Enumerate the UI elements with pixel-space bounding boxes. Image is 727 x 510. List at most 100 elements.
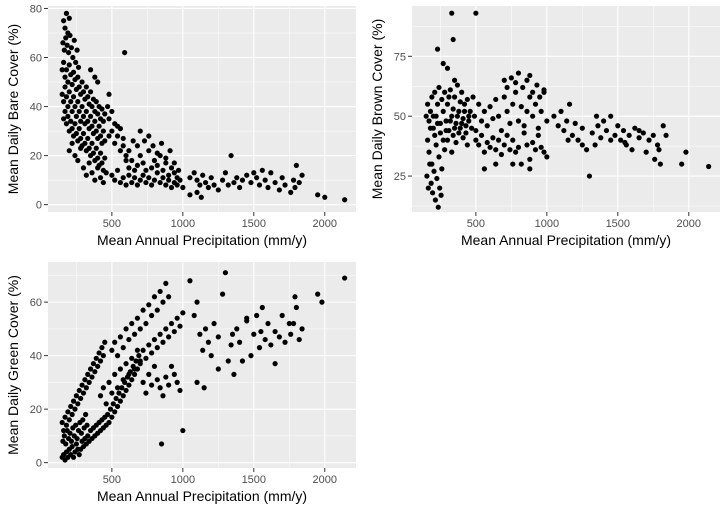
y-tick-label: 50: [394, 111, 406, 123]
scatter-point: [248, 353, 254, 359]
scatter-point: [459, 89, 465, 95]
scatter-point: [70, 454, 77, 460]
scatter-point: [262, 177, 268, 183]
scatter-point: [293, 304, 299, 311]
scatter-point: [65, 103, 71, 110]
scatter-point: [80, 113, 87, 119]
scatter-point: [435, 204, 441, 210]
scatter-point: [541, 87, 547, 93]
scatter-point: [123, 326, 129, 332]
scatter-point: [521, 123, 527, 129]
scatter-point: [59, 91, 65, 97]
scatter-point: [89, 140, 95, 146]
scatter-point: [154, 162, 160, 169]
scatter-point: [160, 299, 166, 305]
scatter-point: [426, 149, 432, 155]
scatter-point: [501, 94, 507, 100]
scatter-point: [194, 299, 200, 305]
scatter-point: [527, 94, 533, 100]
scatter-point: [166, 177, 172, 183]
y-tick-label: 80: [30, 3, 42, 15]
scatter-point: [80, 130, 87, 137]
scatter-point: [75, 99, 81, 105]
scatter-point: [163, 374, 169, 380]
scatter-point: [82, 377, 88, 383]
scatter-point: [70, 94, 77, 100]
axis-ticks: 500 1000 1500 2000 0 20 40 60 80: [30, 3, 337, 230]
scatter-point: [107, 406, 114, 412]
scatter-point: [444, 137, 451, 143]
scatter-point: [470, 94, 476, 100]
scatter-point: [510, 101, 516, 107]
scatter-point: [143, 179, 149, 186]
scatter-point: [126, 172, 132, 178]
scatter-point: [265, 320, 271, 327]
scatter-point: [120, 143, 126, 149]
scatter-point: [561, 127, 567, 134]
scatter-point: [92, 369, 98, 375]
scatter-point: [158, 441, 165, 447]
scatter-point: [78, 395, 84, 402]
scatter-point: [129, 157, 135, 164]
scatter-point: [524, 77, 530, 83]
scatter-point: [629, 147, 635, 153]
scatter-point: [140, 160, 146, 166]
scatter-point: [106, 133, 112, 139]
scatter-point: [510, 161, 516, 167]
scatter-point: [100, 385, 106, 391]
scatter-point: [120, 135, 126, 142]
scatter-point: [79, 103, 85, 110]
scatter-point: [85, 94, 91, 100]
scatter-point: [603, 127, 610, 134]
scatter-point: [464, 142, 470, 148]
scatter-point: [663, 132, 669, 138]
scatter-point: [292, 294, 298, 300]
y-tick-label: 0: [36, 458, 42, 470]
x-tick-label: 1000: [171, 474, 195, 486]
x-tick-label: 1500: [606, 218, 630, 230]
x-tick-label: 500: [103, 474, 121, 486]
scatter-point: [109, 172, 115, 178]
scatter-point: [231, 179, 237, 186]
scatter-point: [612, 132, 618, 138]
scatter-point: [78, 145, 84, 151]
scatter-point: [114, 133, 121, 139]
scatter-point: [168, 184, 175, 191]
data-points: [59, 10, 348, 203]
scatter-point: [154, 150, 160, 156]
scatter-point: [544, 118, 550, 124]
scatter-point: [527, 156, 533, 162]
scatter-point: [282, 182, 288, 188]
scatter-point: [70, 54, 76, 61]
scatter-point: [433, 113, 439, 119]
scatter-point: [290, 320, 297, 327]
scatter-point: [114, 167, 121, 173]
scatter-point: [453, 139, 459, 146]
scatter-point: [288, 189, 294, 195]
scatter-point: [231, 371, 237, 377]
scatter-point: [434, 46, 441, 52]
scatter-point: [120, 393, 126, 399]
scatter-point: [504, 132, 510, 138]
y-tick-label: 0: [36, 200, 42, 212]
scatter-point: [123, 182, 129, 188]
scatter-point: [151, 336, 158, 343]
scatter-point: [92, 177, 98, 183]
scatter-point: [92, 74, 98, 80]
scatter-point: [69, 126, 75, 132]
scatter-point: [73, 393, 79, 399]
y-tick-label: 40: [30, 351, 42, 363]
scatter-point: [501, 142, 507, 148]
scatter-point: [95, 363, 101, 369]
x-tick-label: 1500: [242, 474, 266, 486]
scatter-point: [87, 67, 94, 73]
scatter-point: [166, 172, 172, 178]
scatter-point: [72, 103, 78, 110]
scatter-point: [187, 192, 193, 198]
scatter-point: [237, 184, 243, 191]
scatter-point: [131, 331, 138, 337]
scatter-point: [166, 334, 172, 340]
scatter-point: [140, 379, 146, 385]
scatter-point: [440, 108, 446, 114]
